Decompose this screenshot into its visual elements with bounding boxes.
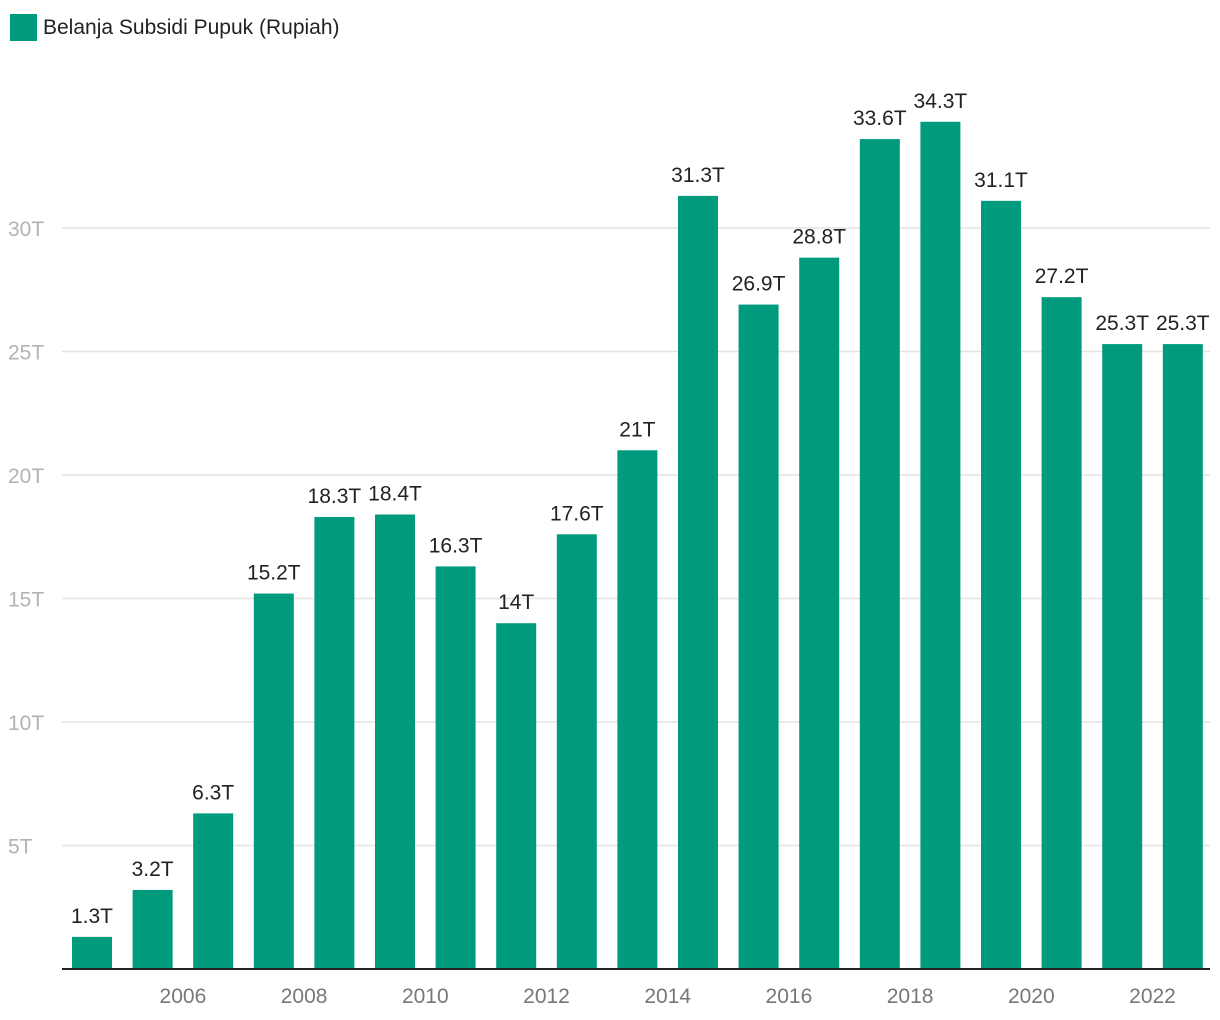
bar — [314, 516, 355, 969]
x-tick-label: 2014 — [644, 985, 691, 1008]
y-tick-label: 20T — [8, 465, 44, 488]
x-tick-label: 2008 — [281, 985, 328, 1008]
x-tick-label: 2006 — [160, 985, 207, 1008]
x-tick-label: 2012 — [523, 985, 570, 1008]
y-tick-label: 15T — [8, 589, 44, 612]
data-label: 27.2T — [1035, 265, 1089, 288]
bar — [1102, 344, 1143, 970]
bar — [617, 450, 658, 969]
legend-label: Belanja Subsidi Pupuk (Rupiah) — [43, 15, 340, 39]
bar — [678, 195, 718, 969]
x-tick-label: 2010 — [402, 985, 449, 1008]
legend-swatch — [10, 14, 37, 41]
bar — [435, 566, 476, 969]
data-label: 33.6T — [853, 107, 907, 130]
data-label: 25.3T — [1156, 312, 1210, 335]
data-label: 26.9T — [732, 273, 786, 296]
legend: Belanja Subsidi Pupuk (Rupiah) — [10, 14, 340, 41]
data-label: 17.6T — [550, 502, 604, 525]
bar — [496, 623, 537, 969]
x-tick-label: 2022 — [1129, 985, 1176, 1008]
data-label: 34.3T — [914, 90, 968, 113]
data-label: 14T — [498, 591, 534, 614]
bar — [556, 534, 597, 969]
x-tick-label: 2016 — [766, 985, 813, 1008]
data-label: 25.3T — [1095, 312, 1149, 335]
bar — [253, 593, 294, 969]
data-label: 28.8T — [792, 226, 846, 249]
data-label: 3.2T — [132, 858, 174, 881]
bar — [799, 257, 840, 969]
data-label: 21T — [619, 418, 655, 441]
bar — [859, 139, 900, 969]
x-tick-label: 2018 — [887, 985, 934, 1008]
y-tick-label: 5T — [8, 836, 33, 859]
y-tick-label: 25T — [8, 342, 44, 365]
bar — [72, 936, 112, 969]
y-tick-label: 10T — [8, 712, 44, 735]
x-tick-label: 2020 — [1008, 985, 1055, 1008]
data-label: 18.3T — [308, 485, 362, 508]
data-label: 31.1T — [974, 169, 1028, 192]
bar — [981, 200, 1021, 969]
data-label: 31.3T — [671, 164, 725, 187]
data-label: 15.2T — [247, 562, 301, 585]
y-tick-label: 30T — [8, 218, 44, 241]
bar — [1041, 297, 1082, 969]
bar — [920, 121, 961, 970]
bar — [738, 304, 779, 969]
data-label: 1.3T — [71, 905, 113, 928]
data-label: 16.3T — [429, 534, 483, 557]
bar — [1162, 344, 1203, 970]
bar — [132, 889, 173, 969]
bar — [193, 813, 234, 969]
bar — [375, 514, 415, 969]
data-label: 6.3T — [192, 781, 234, 804]
data-label: 18.4T — [368, 483, 422, 506]
